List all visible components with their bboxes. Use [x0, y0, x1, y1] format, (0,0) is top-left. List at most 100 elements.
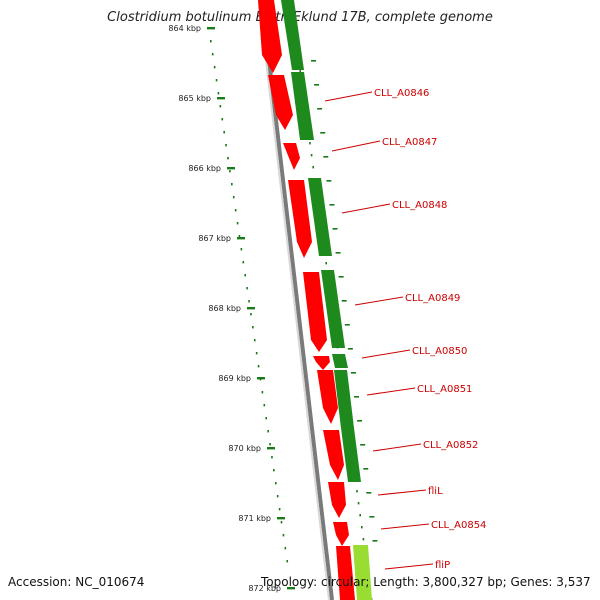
scale-dot: [236, 222, 239, 225]
label-leader-line: [341, 203, 391, 214]
gene-labels: CLL_A0846 CLL_A0847 CLL_A0848 CLL_A0849 CLL_…: [324, 88, 486, 571]
scale-dot: [341, 300, 347, 302]
scale-dot: [356, 490, 358, 493]
scale-dot: [215, 79, 218, 82]
tick-mark: [287, 587, 295, 590]
scale-dot: [221, 118, 224, 121]
gene-label: fliL: [428, 486, 443, 497]
scale-dot: [359, 514, 361, 517]
gene-label: fliP: [435, 560, 450, 571]
scale-dot: [257, 365, 260, 368]
scale-dot: [325, 262, 327, 265]
gene-label: CLL_A0847: [382, 137, 437, 148]
gene-label: CLL_A0854: [431, 520, 486, 531]
scale-dot: [311, 60, 316, 62]
gene-label: CLL_A0850: [412, 346, 467, 357]
scale-dot: [242, 261, 245, 264]
gene-green-4: [321, 270, 345, 348]
scale-dot: [269, 443, 271, 446]
scale-dot: [362, 538, 365, 541]
scale-dot: [286, 560, 289, 563]
gene-green-light: [353, 545, 372, 600]
scale-dot: [274, 482, 277, 485]
tick-label: 865 kbp: [178, 94, 211, 103]
gene-green-1: [281, 0, 304, 70]
scale-dot: [265, 417, 268, 420]
scale-dot: [248, 300, 250, 303]
label-leader-line: [384, 563, 434, 570]
scale-dot: [360, 444, 366, 446]
scale-dot: [240, 248, 243, 251]
scale-dot: [211, 53, 214, 56]
topology-text: Topology: circular; Length: 3,800,327 bp…: [261, 575, 591, 589]
scale-dot: [227, 157, 229, 160]
label-leader-line: [377, 489, 427, 496]
scale-dot: [244, 274, 246, 277]
scale-dot: [238, 235, 241, 238]
gene-label: CLL_A0848: [392, 200, 447, 211]
scale-dot: [369, 516, 375, 518]
scale-dot: [282, 534, 285, 537]
gene-label: CLL_A0852: [423, 440, 478, 451]
gene-red-1: [258, 0, 282, 73]
scale-dot: [276, 495, 279, 498]
label-leader-line: [354, 296, 404, 306]
tick-mark: [237, 237, 245, 240]
scale-dot: [271, 456, 273, 459]
scale-dot: [261, 391, 264, 394]
label-leader-line: [324, 91, 373, 102]
gene-red-7: [317, 370, 338, 424]
tick-mark: [217, 97, 225, 100]
gene-green-2: [291, 72, 314, 140]
scale-dot: [354, 396, 360, 398]
gene-red-8: [323, 430, 344, 480]
scale-dot: [312, 166, 315, 169]
reverse-strand-track: [281, 0, 372, 600]
scale-dot: [263, 404, 266, 407]
scale-dot: [309, 142, 311, 145]
genome-title: Clostridium botulinum B str. Eklund 17B,…: [107, 10, 493, 25]
gene-label: CLL_A0849: [405, 293, 460, 304]
forward-strand-track: [258, 0, 355, 600]
tick-mark: [257, 377, 265, 380]
scale-dot: [366, 492, 372, 494]
scale-dot: [232, 196, 235, 199]
scale-dot: [335, 252, 341, 254]
label-leader-line: [366, 387, 416, 396]
scale-dot: [219, 105, 222, 108]
label-leader-line: [331, 140, 381, 152]
scale-dot: [213, 66, 216, 69]
scale-dot: [250, 313, 252, 316]
gene-red-3: [283, 143, 300, 170]
label-leader-line: [380, 523, 430, 530]
gene-red-6: [313, 356, 330, 370]
scale-dot: [231, 183, 233, 186]
scale-dot: [210, 40, 212, 43]
label-leader-line: [372, 443, 422, 452]
scale-dot: [326, 180, 332, 182]
scale-dot: [246, 287, 248, 290]
tick-mark: [277, 517, 285, 520]
scale-dot: [357, 420, 363, 422]
kbp-ticks: 864 kbp 865 kbp 866 kbp 867 kbp 868 kbp 869 k…: [168, 24, 295, 593]
scale-dot: [284, 547, 287, 550]
gene-red-10: [333, 522, 349, 546]
scale-dot: [310, 154, 313, 157]
tick-mark: [227, 167, 235, 170]
scale-dot: [347, 348, 353, 350]
scale-dot: [329, 204, 335, 206]
scale-dot: [357, 502, 360, 505]
scale-dot: [338, 276, 344, 278]
scale-dot: [372, 540, 378, 542]
gene-red-5: [303, 272, 327, 352]
scale-dot: [217, 92, 220, 95]
scale-dot: [223, 131, 225, 134]
scale-dot: [350, 372, 356, 374]
gene-red-4: [288, 180, 312, 258]
scale-dot: [314, 84, 320, 86]
tick-label: 864 kbp: [168, 24, 201, 33]
scale-dot: [255, 352, 258, 355]
scale-dot: [234, 209, 237, 212]
scale-dot: [299, 70, 302, 73]
scale-dot: [320, 132, 326, 134]
